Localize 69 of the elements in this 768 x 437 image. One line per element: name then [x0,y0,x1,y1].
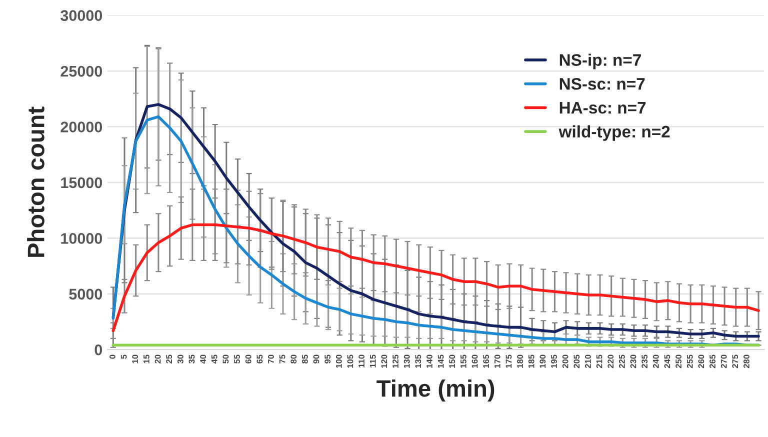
x-tick-label: 205 [574,354,580,368]
x-tick-label: 15 [144,354,150,364]
x-tick-label: 115 [370,354,376,368]
x-tick-label: 260 [698,354,704,368]
x-tick-label: 210 [585,354,591,368]
x-tick-label: 60 [245,354,252,364]
y-tick-label: 30000 [60,10,102,22]
x-tick-label: 120 [381,354,388,368]
x-tick-label: 5 [120,354,127,359]
x-tick-label: 165 [483,354,490,368]
legend-label: HA-sc: n=7 [560,102,646,114]
x-tick-label: 245 [664,354,670,368]
x-tick-label: 240 [652,354,659,368]
x-tick-label: 90 [313,354,320,364]
x-tick-label: 140 [426,354,432,368]
x-tick-label: 35 [188,354,195,364]
x-tick-label: 230 [630,354,636,368]
legend-label: NS-ip: n=7 [560,54,641,70]
x-tick-label: 110 [358,354,364,368]
y-tick-label: 25000 [60,66,102,77]
x-tick-label: 55 [234,354,240,364]
x-tick-label: 180 [517,354,523,368]
x-tick-label: 105 [347,354,354,368]
x-tick-label: 160 [472,354,478,368]
x-tick-label: 200 [562,354,568,368]
y-tick-label: 15000 [61,177,102,188]
x-tick-label: 255 [686,354,693,368]
x-tick-label: 220 [608,354,614,368]
x-tick-label: 145 [438,354,444,368]
x-tick-label: 275 [732,354,738,368]
x-tick-label: 175 [506,354,512,368]
x-tick-label: 100 [336,354,342,368]
x-tick-label: 50 [222,354,229,364]
x-tick-label: 135 [415,354,422,368]
x-tick-label: 185 [528,354,534,368]
x-tick-label: 80 [290,354,297,364]
x-tick-label: 95 [324,354,331,364]
x-tick-label: 85 [302,354,308,364]
x-tick-label: 170 [494,354,500,368]
x-tick-label: 10 [132,354,138,364]
x-tick-label: 265 [710,354,716,368]
x-tick-label: 40 [200,354,206,364]
x-tick-label: 25 [166,354,172,364]
x-tick-label: 195 [551,354,557,368]
x-tick-label: 280 [744,354,750,368]
x-tick-label: 150 [449,354,456,368]
x-tick-label: 0 [110,354,116,359]
legend-label: wild-type: n=2 [558,125,670,141]
x-tick-label: 75 [279,354,286,364]
x-tick-label: 65 [256,354,263,364]
x-tick-label: 270 [720,354,727,368]
y-tick-label: 5000 [69,288,102,300]
legend-label: NS-sc: n=7 [560,78,645,90]
x-tick-label: 30 [177,354,184,364]
x-tick-label: 45 [211,354,218,364]
x-tick-label: 190 [540,354,546,368]
y-tick-label: 20000 [60,122,102,132]
x-axis-title: Time (min) [376,379,494,402]
x-tick-label: 215 [596,354,602,368]
x-tick-label: 250 [676,354,682,368]
x-tick-label: 130 [404,354,410,368]
y-tick-label: 10000 [61,233,102,244]
x-tick-label: 125 [392,354,398,368]
y-axis-title: Photon count [27,106,44,257]
x-tick-label: 155 [460,354,466,368]
x-tick-label: 235 [642,354,648,368]
x-tick-label: 225 [618,354,625,368]
x-tick-label: 20 [154,354,161,364]
x-tick-label: 70 [268,354,274,364]
